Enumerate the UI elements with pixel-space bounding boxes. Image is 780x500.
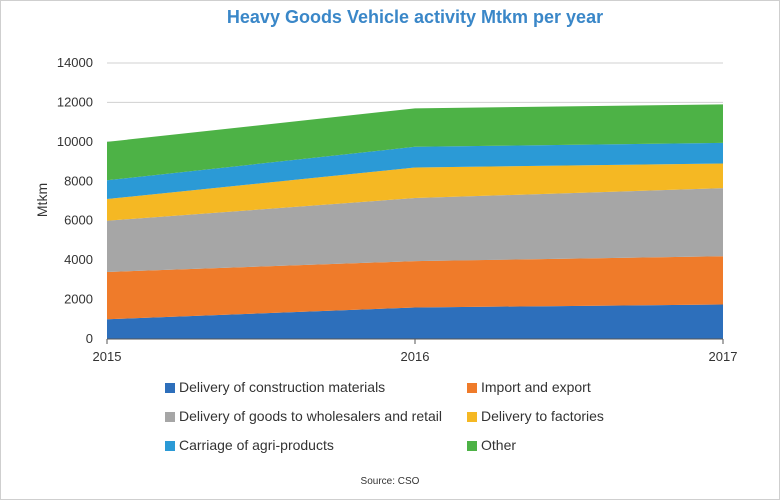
y-axis-label: Mtkm: [34, 183, 50, 217]
y-tick-label: 4000: [64, 252, 93, 267]
area-delivery-of-construction-materials: [107, 304, 723, 339]
area-delivery-of-goods-to-wholesalers-and-retail: [107, 188, 723, 272]
area-carriage-of-agri-products: [107, 142, 723, 200]
legend-item: Import and export: [467, 379, 591, 395]
legend-label: Import and export: [481, 379, 591, 395]
x-tick-label: 2016: [401, 349, 430, 364]
legend-label: Delivery to factories: [481, 408, 604, 424]
y-tick-label: 8000: [64, 173, 93, 188]
legend-swatch: [165, 412, 175, 422]
legend-item: Other: [467, 437, 516, 453]
y-tick-label: 14000: [57, 55, 93, 70]
legend-label: Carriage of agri-products: [179, 437, 334, 453]
chart-title: Heavy Goods Vehicle activity Mtkm per ye…: [227, 7, 603, 27]
y-tick-label: 10000: [57, 134, 93, 149]
legend-item: Delivery of construction materials: [165, 379, 385, 395]
legend: Delivery of construction materials Import…: [165, 379, 604, 453]
x-tick-label: 2017: [709, 349, 738, 364]
legend-label: Other: [481, 437, 516, 453]
axes: 0 2000 4000 6000 8000 10000 12000 14000 2015 2016…: [57, 55, 738, 364]
legend-item: Carriage of agri-products: [165, 437, 334, 453]
area-import-and-export: [107, 256, 723, 320]
area-delivery-to-factories: [107, 163, 723, 221]
area-series: [107, 104, 723, 339]
legend-item: Delivery of goods to wholesalers and ret…: [165, 408, 442, 424]
source-note: Source: CSO: [361, 476, 420, 487]
legend-swatch: [467, 412, 477, 422]
legend-swatch: [165, 383, 175, 393]
x-tick-label: 2015: [93, 349, 122, 364]
y-tick-label: 6000: [64, 213, 93, 228]
legend-label: Delivery of construction materials: [179, 379, 385, 395]
y-tick-label: 12000: [57, 94, 93, 109]
legend-swatch: [165, 441, 175, 451]
area-other: [107, 104, 723, 181]
legend-swatch: [467, 441, 477, 451]
legend-swatch: [467, 383, 477, 393]
y-tick-label: 2000: [64, 292, 93, 307]
legend-item: Delivery to factories: [467, 408, 604, 424]
y-tick-label: 0: [86, 331, 93, 346]
legend-label: Delivery of goods to wholesalers and ret…: [179, 408, 442, 424]
